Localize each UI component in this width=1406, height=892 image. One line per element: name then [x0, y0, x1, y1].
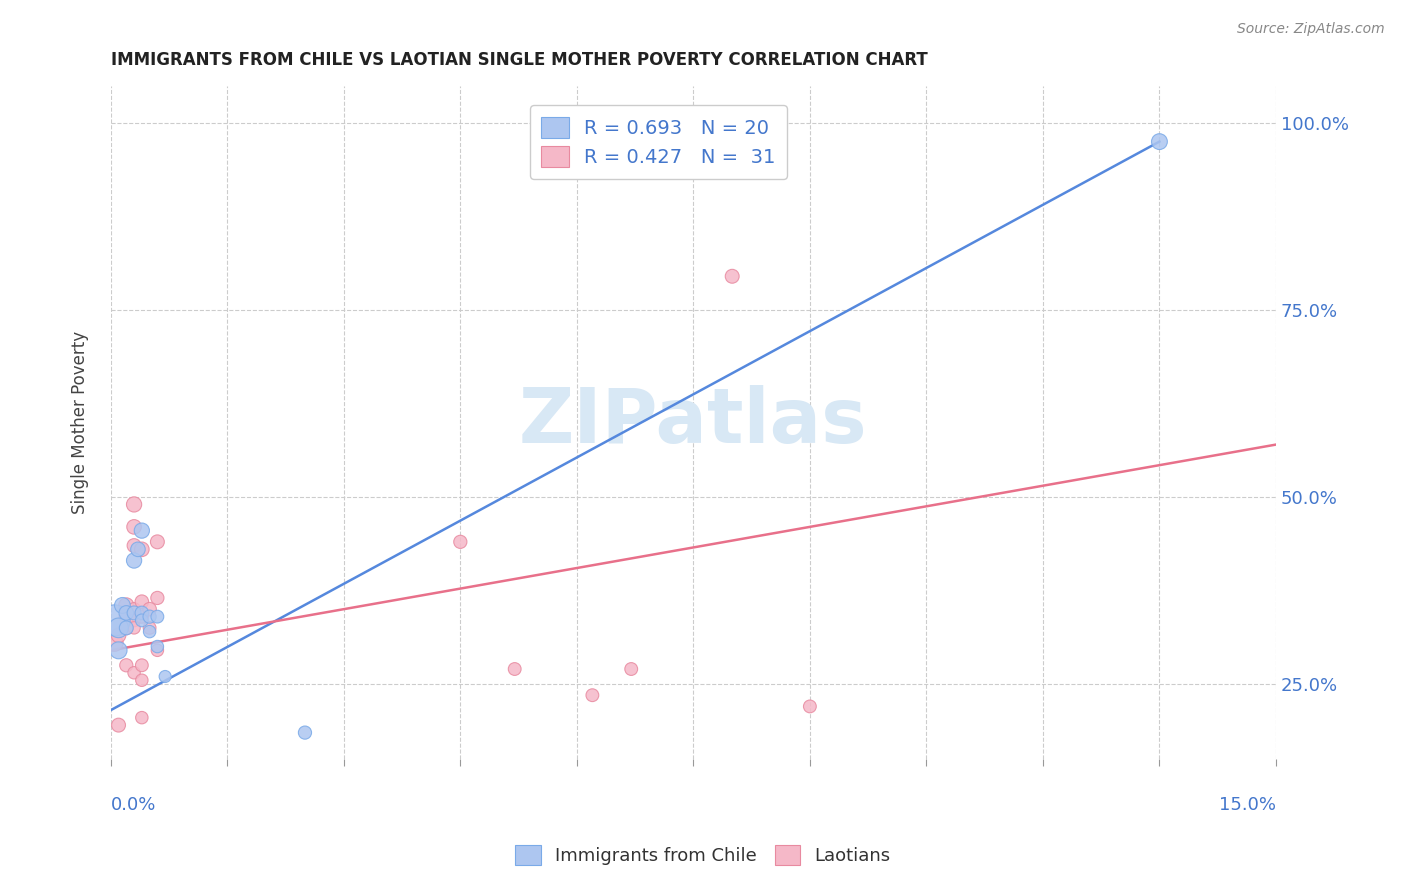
Point — [107, 628, 129, 642]
Point — [122, 665, 145, 680]
Point — [294, 725, 316, 739]
Point — [472, 778, 495, 792]
Text: IMMIGRANTS FROM CHILE VS LAOTIAN SINGLE MOTHER POVERTY CORRELATION CHART: IMMIGRANTS FROM CHILE VS LAOTIAN SINGLE … — [111, 51, 928, 69]
Point — [131, 606, 153, 620]
Point — [131, 711, 153, 725]
Point — [146, 640, 169, 654]
Point — [503, 662, 526, 676]
Point — [131, 673, 153, 688]
Legend: R = 0.693   N = 20, R = 0.427   N =  31: R = 0.693 N = 20, R = 0.427 N = 31 — [530, 105, 787, 178]
Point — [107, 643, 129, 657]
Point — [122, 621, 145, 635]
Point — [138, 609, 160, 624]
Point — [131, 595, 153, 609]
Point — [131, 542, 153, 557]
Point — [115, 658, 138, 673]
Legend: Immigrants from Chile, Laotians: Immigrants from Chile, Laotians — [506, 836, 900, 874]
Point — [146, 591, 169, 605]
Point — [122, 539, 145, 553]
Point — [131, 614, 153, 628]
Point — [581, 688, 603, 702]
Point — [122, 606, 145, 620]
Point — [721, 269, 744, 284]
Text: Source: ZipAtlas.com: Source: ZipAtlas.com — [1237, 22, 1385, 37]
Point — [107, 621, 129, 635]
Point — [127, 542, 149, 557]
Point — [115, 606, 138, 620]
Point — [122, 602, 145, 616]
Point — [131, 524, 153, 538]
Point — [449, 534, 471, 549]
Point — [799, 699, 821, 714]
Point — [104, 614, 127, 628]
Y-axis label: Single Mother Poverty: Single Mother Poverty — [72, 331, 89, 514]
Point — [115, 621, 138, 635]
Point — [138, 621, 160, 635]
Point — [111, 599, 134, 613]
Point — [131, 609, 153, 624]
Point — [122, 614, 145, 628]
Point — [153, 669, 176, 683]
Point — [122, 520, 145, 534]
Point — [122, 498, 145, 512]
Text: 0.0%: 0.0% — [111, 796, 156, 814]
Text: 15.0%: 15.0% — [1219, 796, 1277, 814]
Point — [107, 718, 129, 732]
Point — [115, 621, 138, 635]
Point — [131, 658, 153, 673]
Point — [104, 636, 127, 650]
Point — [146, 534, 169, 549]
Point — [620, 662, 643, 676]
Point — [115, 599, 138, 613]
Point — [146, 643, 169, 657]
Point — [138, 624, 160, 639]
Point — [146, 609, 169, 624]
Point — [138, 602, 160, 616]
Point — [122, 553, 145, 567]
Point — [115, 609, 138, 624]
Point — [1149, 135, 1171, 149]
Text: ZIPatlas: ZIPatlas — [519, 385, 868, 459]
